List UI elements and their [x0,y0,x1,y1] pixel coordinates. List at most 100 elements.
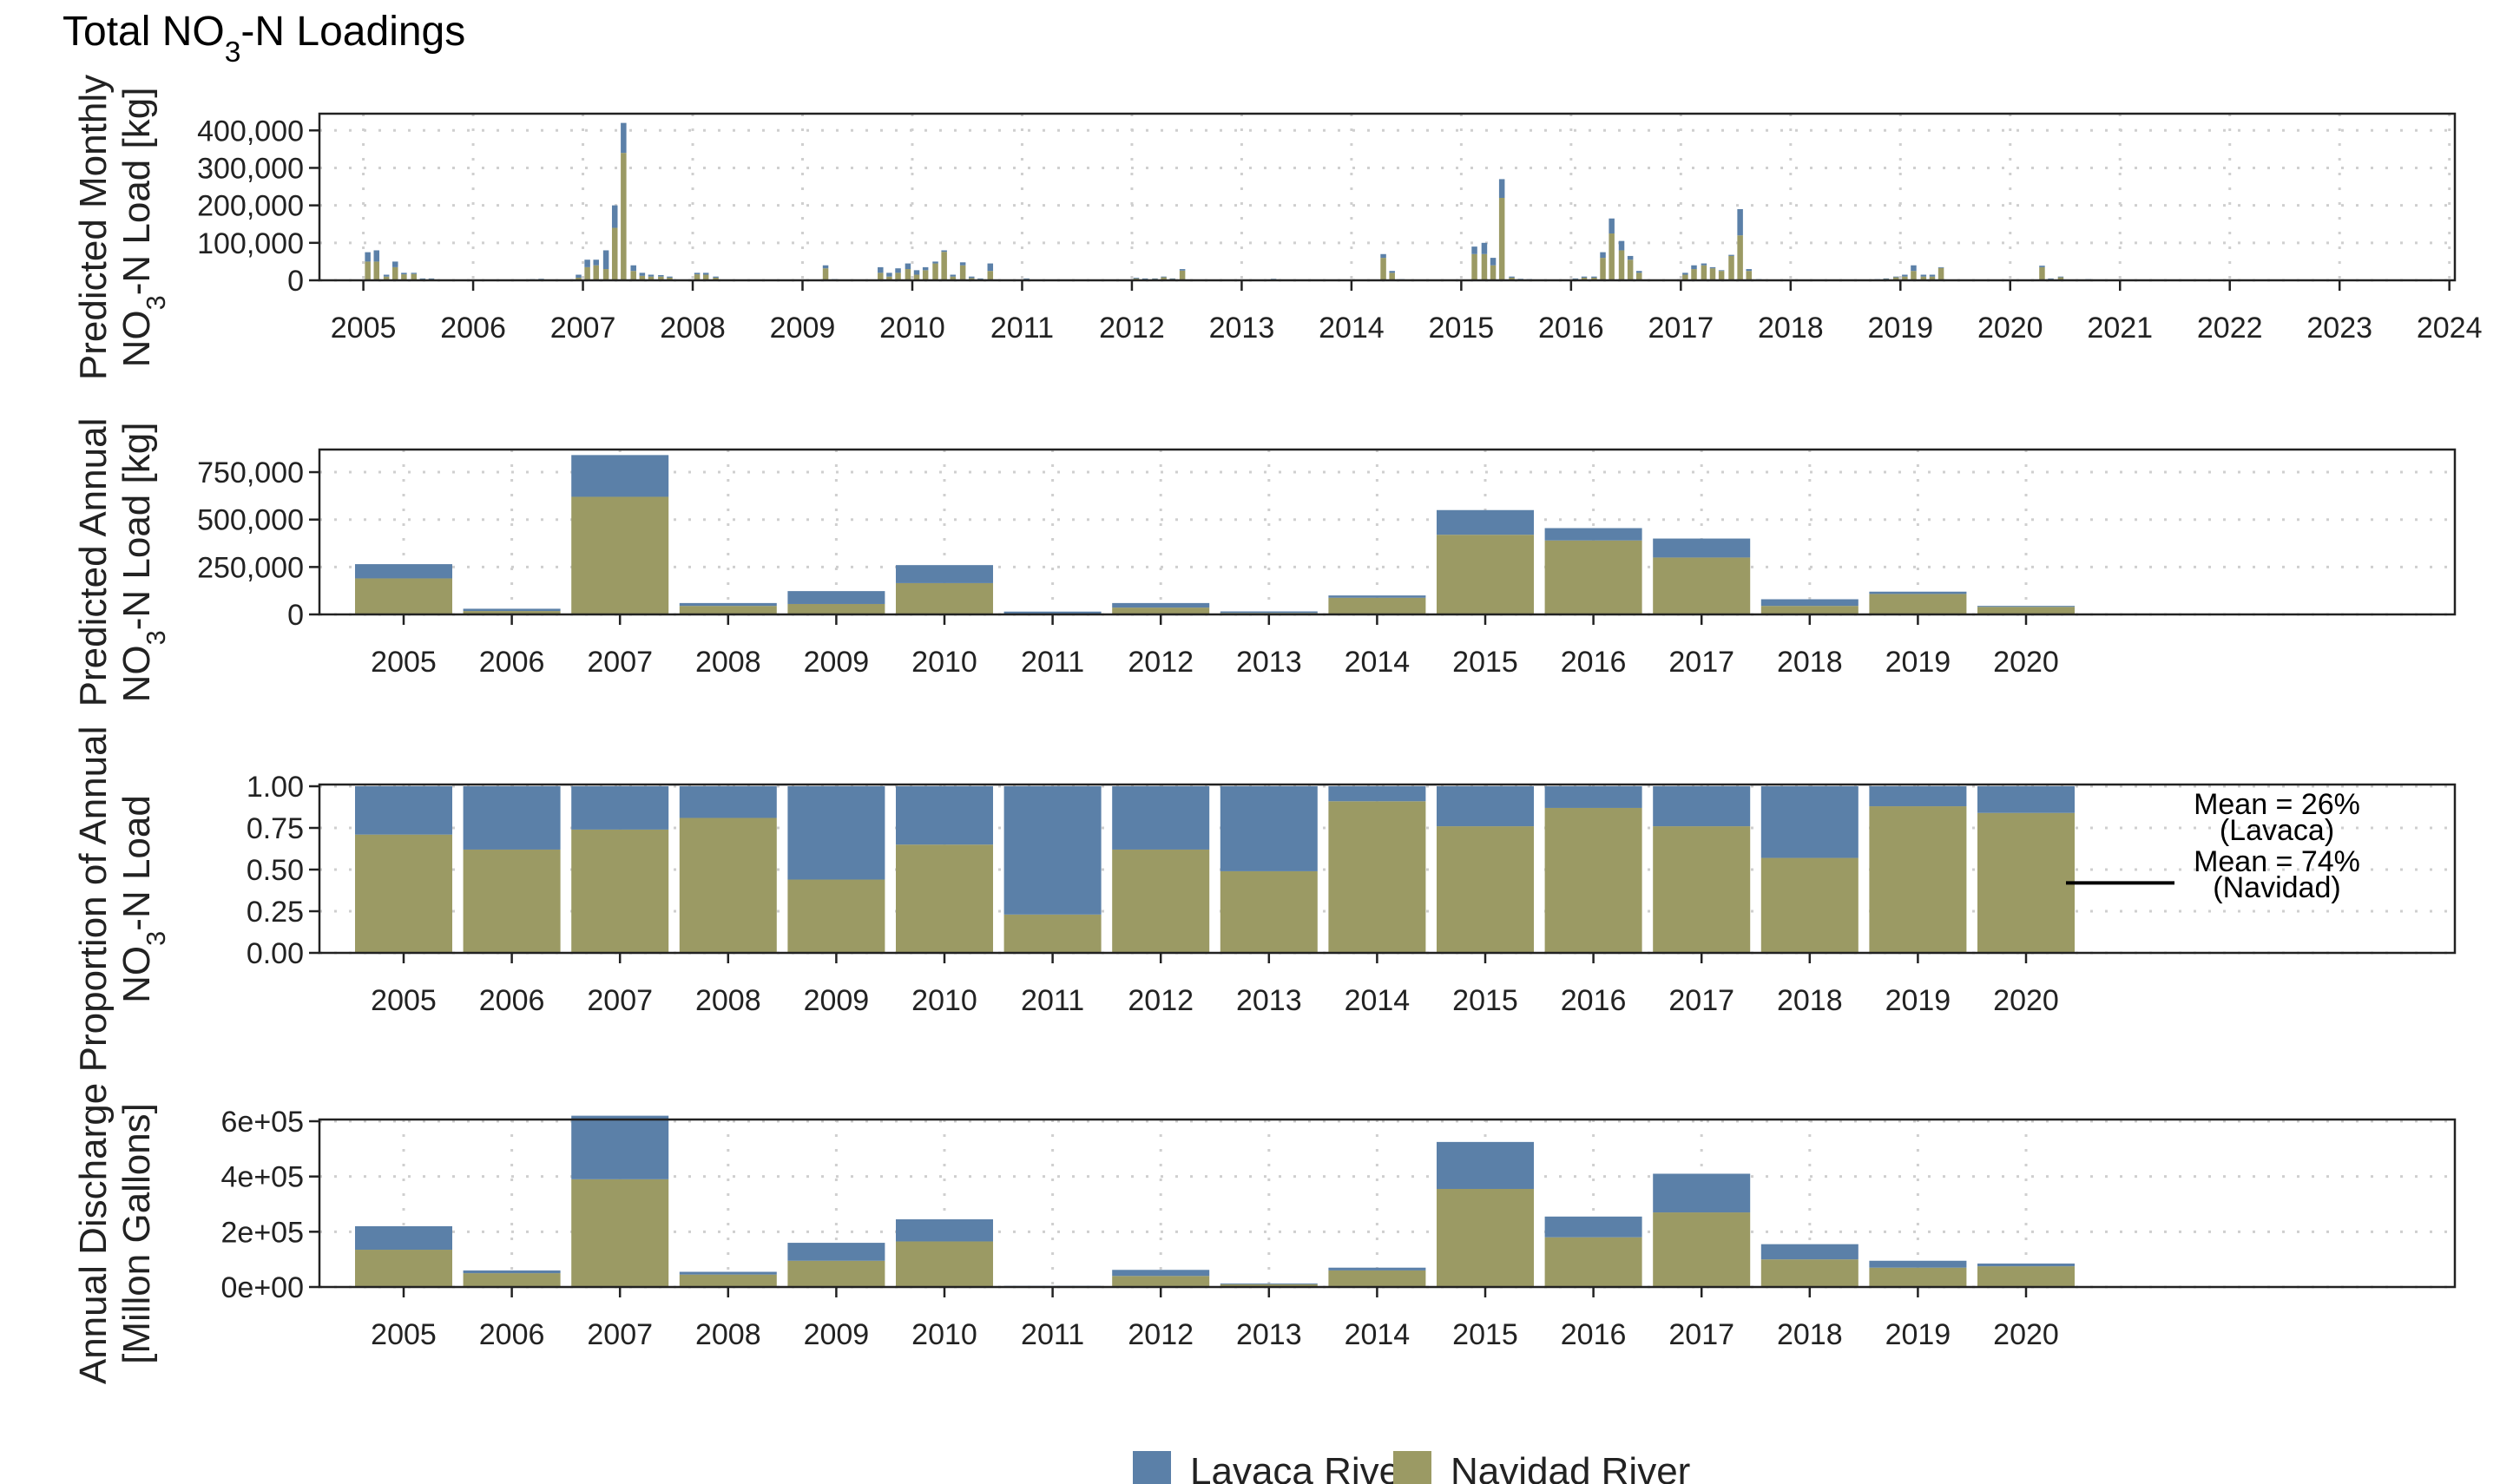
bar-lavaca [702,273,709,275]
bar-lavaca [1591,276,1597,278]
bar-lavaca [1869,1260,1967,1268]
bar-navidad [1179,270,1186,280]
panel-frame [318,112,2457,282]
x-tick-label: 2016 [1561,1318,1627,1351]
bar-lavaca [1437,509,1534,535]
bar-navidad [373,261,380,280]
x-tick-label: 2012 [1128,984,1194,1017]
bar-lavaca [658,274,664,277]
bar-lavaca [1544,786,1642,808]
y-tick-label: 2e+05 [221,1216,305,1249]
bar-navidad [950,276,957,280]
y-tick-label: 1.00 [247,771,304,804]
y-axis-label: [Millon Gallons] [115,1103,158,1364]
bar-lavaca [822,265,829,269]
y-axis-label: Annual Discharge [72,1083,115,1384]
bar-lavaca [584,259,590,267]
bar-navidad [1653,557,1751,614]
x-tick-label: 2012 [1128,1318,1194,1351]
bar-lavaca [463,786,561,850]
bar-lavaca [1609,218,1615,234]
bar-lavaca [1618,240,1625,251]
bar-navidad [463,1273,561,1287]
x-tick-label: 2013 [1236,646,1302,679]
x-tick-label: 2011 [1021,1318,1084,1351]
bar-navidad [667,277,673,280]
bar-lavaca [1709,266,1716,269]
bar-lavaca [463,608,561,612]
bar-navidad [1746,271,1752,280]
bar-navidad [913,274,920,280]
y-tick-label: 100,000 [197,227,304,260]
bar-navidad [959,265,966,280]
x-tick-label: 2009 [770,312,836,345]
bar-navidad [1161,277,1167,280]
x-tick-label: 2006 [479,984,545,1017]
bar-lavaca [1220,611,1318,614]
x-tick-label: 2005 [371,646,437,679]
bar-navidad [2057,277,2064,280]
bar-navidad [1220,870,1318,953]
bar-navidad [355,1250,452,1287]
bar-navidad [787,1260,885,1287]
bar-lavaca [1653,1173,1751,1213]
bar-navidad [1220,1284,1318,1287]
x-tick-label: 2016 [1561,984,1627,1017]
bar-lavaca [886,273,892,277]
bar-navidad [822,268,829,280]
x-tick-label: 2015 [1452,646,1518,679]
bar-lavaca [922,266,929,271]
bar-lavaca [576,274,582,278]
bar-navidad [463,849,561,953]
chart-title: Total NO3-N Loadings [62,9,465,69]
bar-navidad [1977,1266,2075,1287]
bar-lavaca [679,602,777,607]
bar-navidad [1920,276,1927,280]
bar-navidad [1929,276,1936,280]
bar-navidad [1701,265,1707,280]
bar-navidad [1600,258,1606,280]
annotation-text: (Lavaca) [2220,814,2334,847]
x-tick-label: 2018 [1758,312,1824,345]
bar-navidad [1728,255,1734,280]
x-tick-label: 2022 [2197,312,2263,345]
bar-navidad [905,269,911,280]
bar-navidad [648,276,655,280]
y-tick-label: 6e+05 [221,1106,305,1139]
bar-navidad [1490,265,1497,280]
bar-navidad [1618,250,1625,280]
bar-navidad [1627,259,1634,280]
bar-navidad [584,266,590,280]
x-tick-label: 2017 [1668,646,1734,679]
bar-navidad [1691,269,1697,280]
bar-navidad [1977,812,2075,953]
x-tick-label: 2005 [371,984,437,1017]
bar-lavaca [1498,179,1505,198]
bar-lavaca [787,786,885,880]
bar-navidad [1609,233,1615,280]
x-tick-label: 2024 [2417,312,2483,345]
bar-lavaca [1977,786,2075,813]
bar-lavaca [959,262,966,266]
bar-lavaca [1133,277,1140,279]
bar-navidad [1544,807,1642,953]
panel-annual-load: 0 250,000 500,000 750,000 2005 2006 2007 2008 20… [72,418,2457,707]
bar-navidad [621,153,627,280]
bar-navidad [896,1241,993,1287]
y-axis-label: Predicted Annual [72,418,115,707]
x-tick-label: 2008 [695,1318,761,1351]
bar-navidad [1869,806,1967,953]
panel-frame [318,448,2457,616]
bar-lavaca [1471,246,1477,254]
y-tick-label: 0 [287,599,304,632]
x-tick-label: 2005 [331,312,397,345]
bar-navidad [571,1179,669,1287]
bar-lavaca [1728,254,1734,256]
x-tick-label: 2010 [911,984,977,1017]
bar-navidad [1328,801,1426,953]
x-tick-label: 2008 [695,646,761,679]
bar-lavaca [355,564,452,579]
bar-lavaca [1869,786,1967,807]
x-tick-label: 2013 [1209,312,1275,345]
bar-lavaca [1509,276,1515,278]
